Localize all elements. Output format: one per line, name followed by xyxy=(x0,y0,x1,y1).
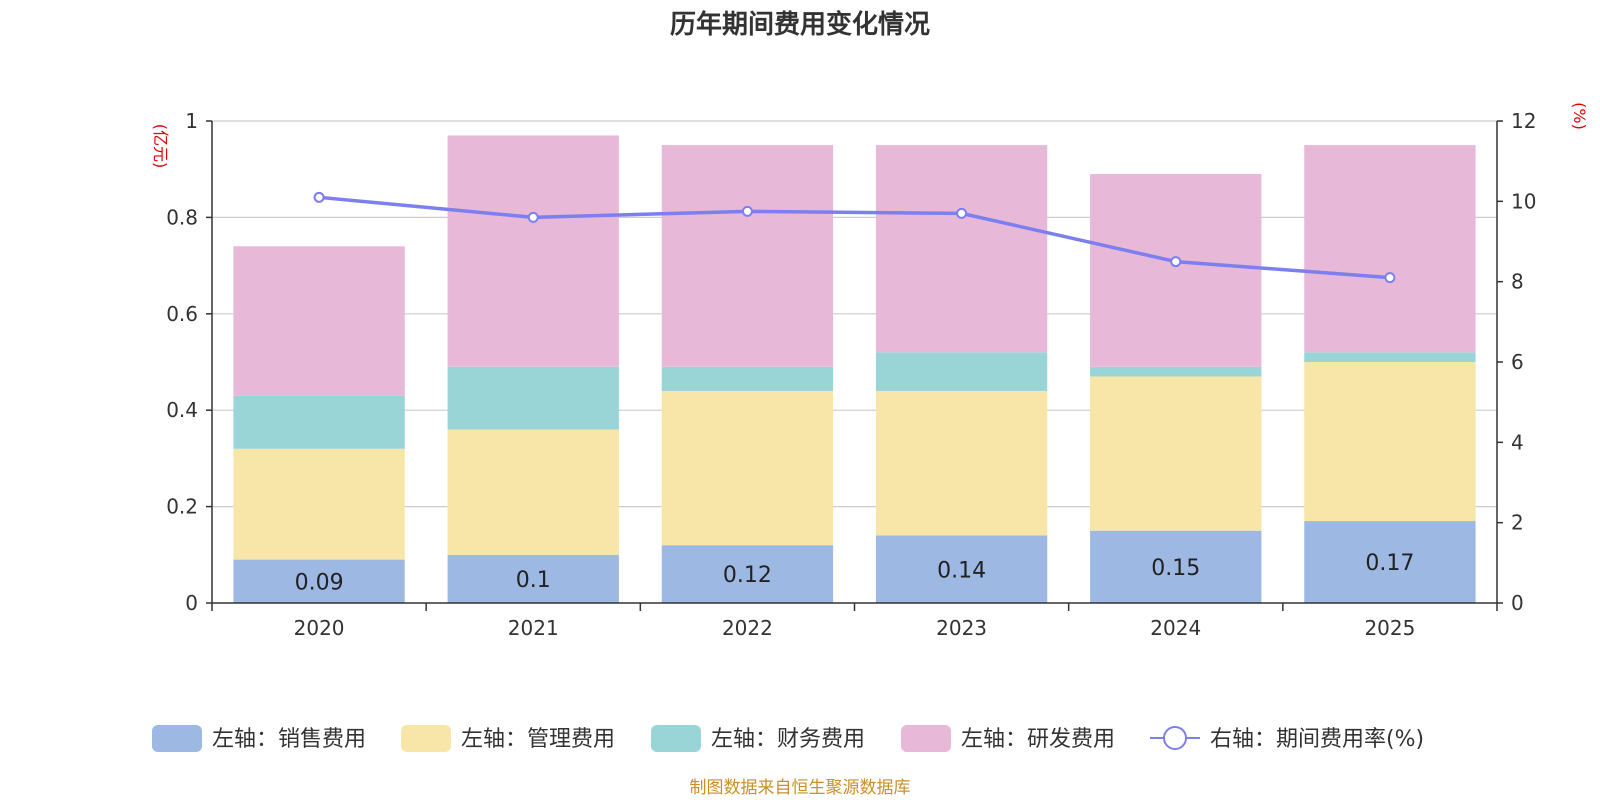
legend-item: 左轴：管理费用 xyxy=(401,725,615,752)
bar-segment xyxy=(233,559,405,603)
bar-segment xyxy=(1090,174,1262,367)
bars xyxy=(233,135,1476,603)
bar-segment xyxy=(1304,145,1476,353)
x-axis-tick-label: 2025 xyxy=(1364,616,1415,640)
bar-segment xyxy=(661,145,834,367)
bar-data-label: 0.14 xyxy=(937,558,986,583)
bar-segment xyxy=(1304,521,1476,603)
bar-segment xyxy=(875,352,1048,391)
legend-marker-icon xyxy=(1163,726,1187,750)
right-axis-tick-label: 10 xyxy=(1511,189,1536,213)
bar-segment xyxy=(1304,352,1476,362)
grid-lines xyxy=(212,120,1497,508)
rate-line-point xyxy=(313,191,325,203)
rate-line-point xyxy=(956,207,968,219)
bar-segment xyxy=(661,545,834,603)
bar-segment xyxy=(447,429,619,555)
left-axis-tick-label: 0.8 xyxy=(166,205,198,229)
bar-segment xyxy=(233,448,405,560)
bar-segment xyxy=(875,145,1048,353)
rate-line-point xyxy=(1170,256,1182,268)
x-axis-tick-label: 2022 xyxy=(722,616,773,640)
legend-label: 右轴：期间费用率(%) xyxy=(1210,727,1424,752)
legend-item: 左轴：销售费用 xyxy=(152,725,366,752)
legend-swatch xyxy=(901,725,951,752)
legend-label: 左轴：销售费用 xyxy=(212,727,366,752)
data-labels: 0.09 0.1 0.12 0.14 0.15 0.17 xyxy=(295,551,1415,595)
right-axis-tick-label: 4 xyxy=(1511,430,1524,454)
bar-segment xyxy=(233,246,405,396)
bar-data-label: 0.09 xyxy=(295,570,344,595)
x-axis-tick-label: 2024 xyxy=(1150,616,1201,640)
bar-segment xyxy=(1090,376,1262,531)
rate-line-point xyxy=(741,205,753,217)
bar-data-label: 0.17 xyxy=(1365,551,1414,576)
legend-item: 右轴：期间费用率(%) xyxy=(1150,726,1424,752)
data-source-footer: 制图数据来自恒生聚源数据库 xyxy=(690,778,911,798)
legend-label: 左轴：管理费用 xyxy=(461,727,615,752)
legend-label: 左轴：研发费用 xyxy=(961,727,1115,752)
rate-line-path xyxy=(318,195,1391,280)
bar-segment xyxy=(447,554,619,603)
legend-swatch xyxy=(152,725,202,752)
x-axis-tick-label: 2020 xyxy=(294,616,345,640)
legend: 左轴：销售费用 左轴：管理费用 左轴：财务费用 左轴：研发费用 右轴：期间费用率(%) xyxy=(152,725,1424,752)
bar-segment xyxy=(447,366,619,430)
bar-data-label: 0.1 xyxy=(516,568,551,593)
x-axis-tick-label: 2021 xyxy=(508,616,559,640)
bar-data-label: 0.12 xyxy=(723,563,772,588)
left-axis-tick-label: 0.6 xyxy=(166,302,198,326)
left-axis-unit: (亿元) xyxy=(151,124,170,169)
left-axis-tick-label: 1 xyxy=(185,109,198,133)
right-axis-tick-label: 6 xyxy=(1511,350,1524,374)
right-axis-unit: (%) xyxy=(1570,102,1589,130)
right-axis-tick-label: 0 xyxy=(1511,591,1524,615)
bar-segment xyxy=(875,390,1048,536)
rate-line-point xyxy=(527,211,539,223)
x-axis-tick-label: 2023 xyxy=(936,616,987,640)
bar-segment xyxy=(1090,530,1262,603)
rate-line-point xyxy=(1384,272,1396,284)
legend-item: 左轴：财务费用 xyxy=(651,725,865,752)
bar-segment xyxy=(875,535,1048,603)
left-axis-tick-label: 0.4 xyxy=(166,398,198,422)
left-axis-tick-label: 0 xyxy=(185,591,198,615)
legend-item: 左轴：研发费用 xyxy=(901,725,1115,752)
bar-segment xyxy=(447,135,619,367)
right-axis-tick-label: 8 xyxy=(1511,270,1524,294)
legend-swatch xyxy=(401,725,451,752)
legend-label: 左轴：财务费用 xyxy=(711,727,865,752)
bar-segment xyxy=(661,390,834,546)
bar-segment xyxy=(233,395,405,449)
chart-title: 历年期间费用变化情况 xyxy=(670,9,930,40)
rate-line xyxy=(313,191,1396,284)
bar-segment xyxy=(1090,366,1262,377)
right-axis-tick-label: 2 xyxy=(1511,511,1524,535)
bar-data-label: 0.15 xyxy=(1151,556,1200,581)
bar-segment xyxy=(1304,362,1476,522)
right-axis-tick-label: 12 xyxy=(1511,109,1536,133)
bar-segment xyxy=(661,366,834,391)
left-axis-tick-label: 0.2 xyxy=(166,495,198,519)
legend-swatch xyxy=(651,725,701,752)
